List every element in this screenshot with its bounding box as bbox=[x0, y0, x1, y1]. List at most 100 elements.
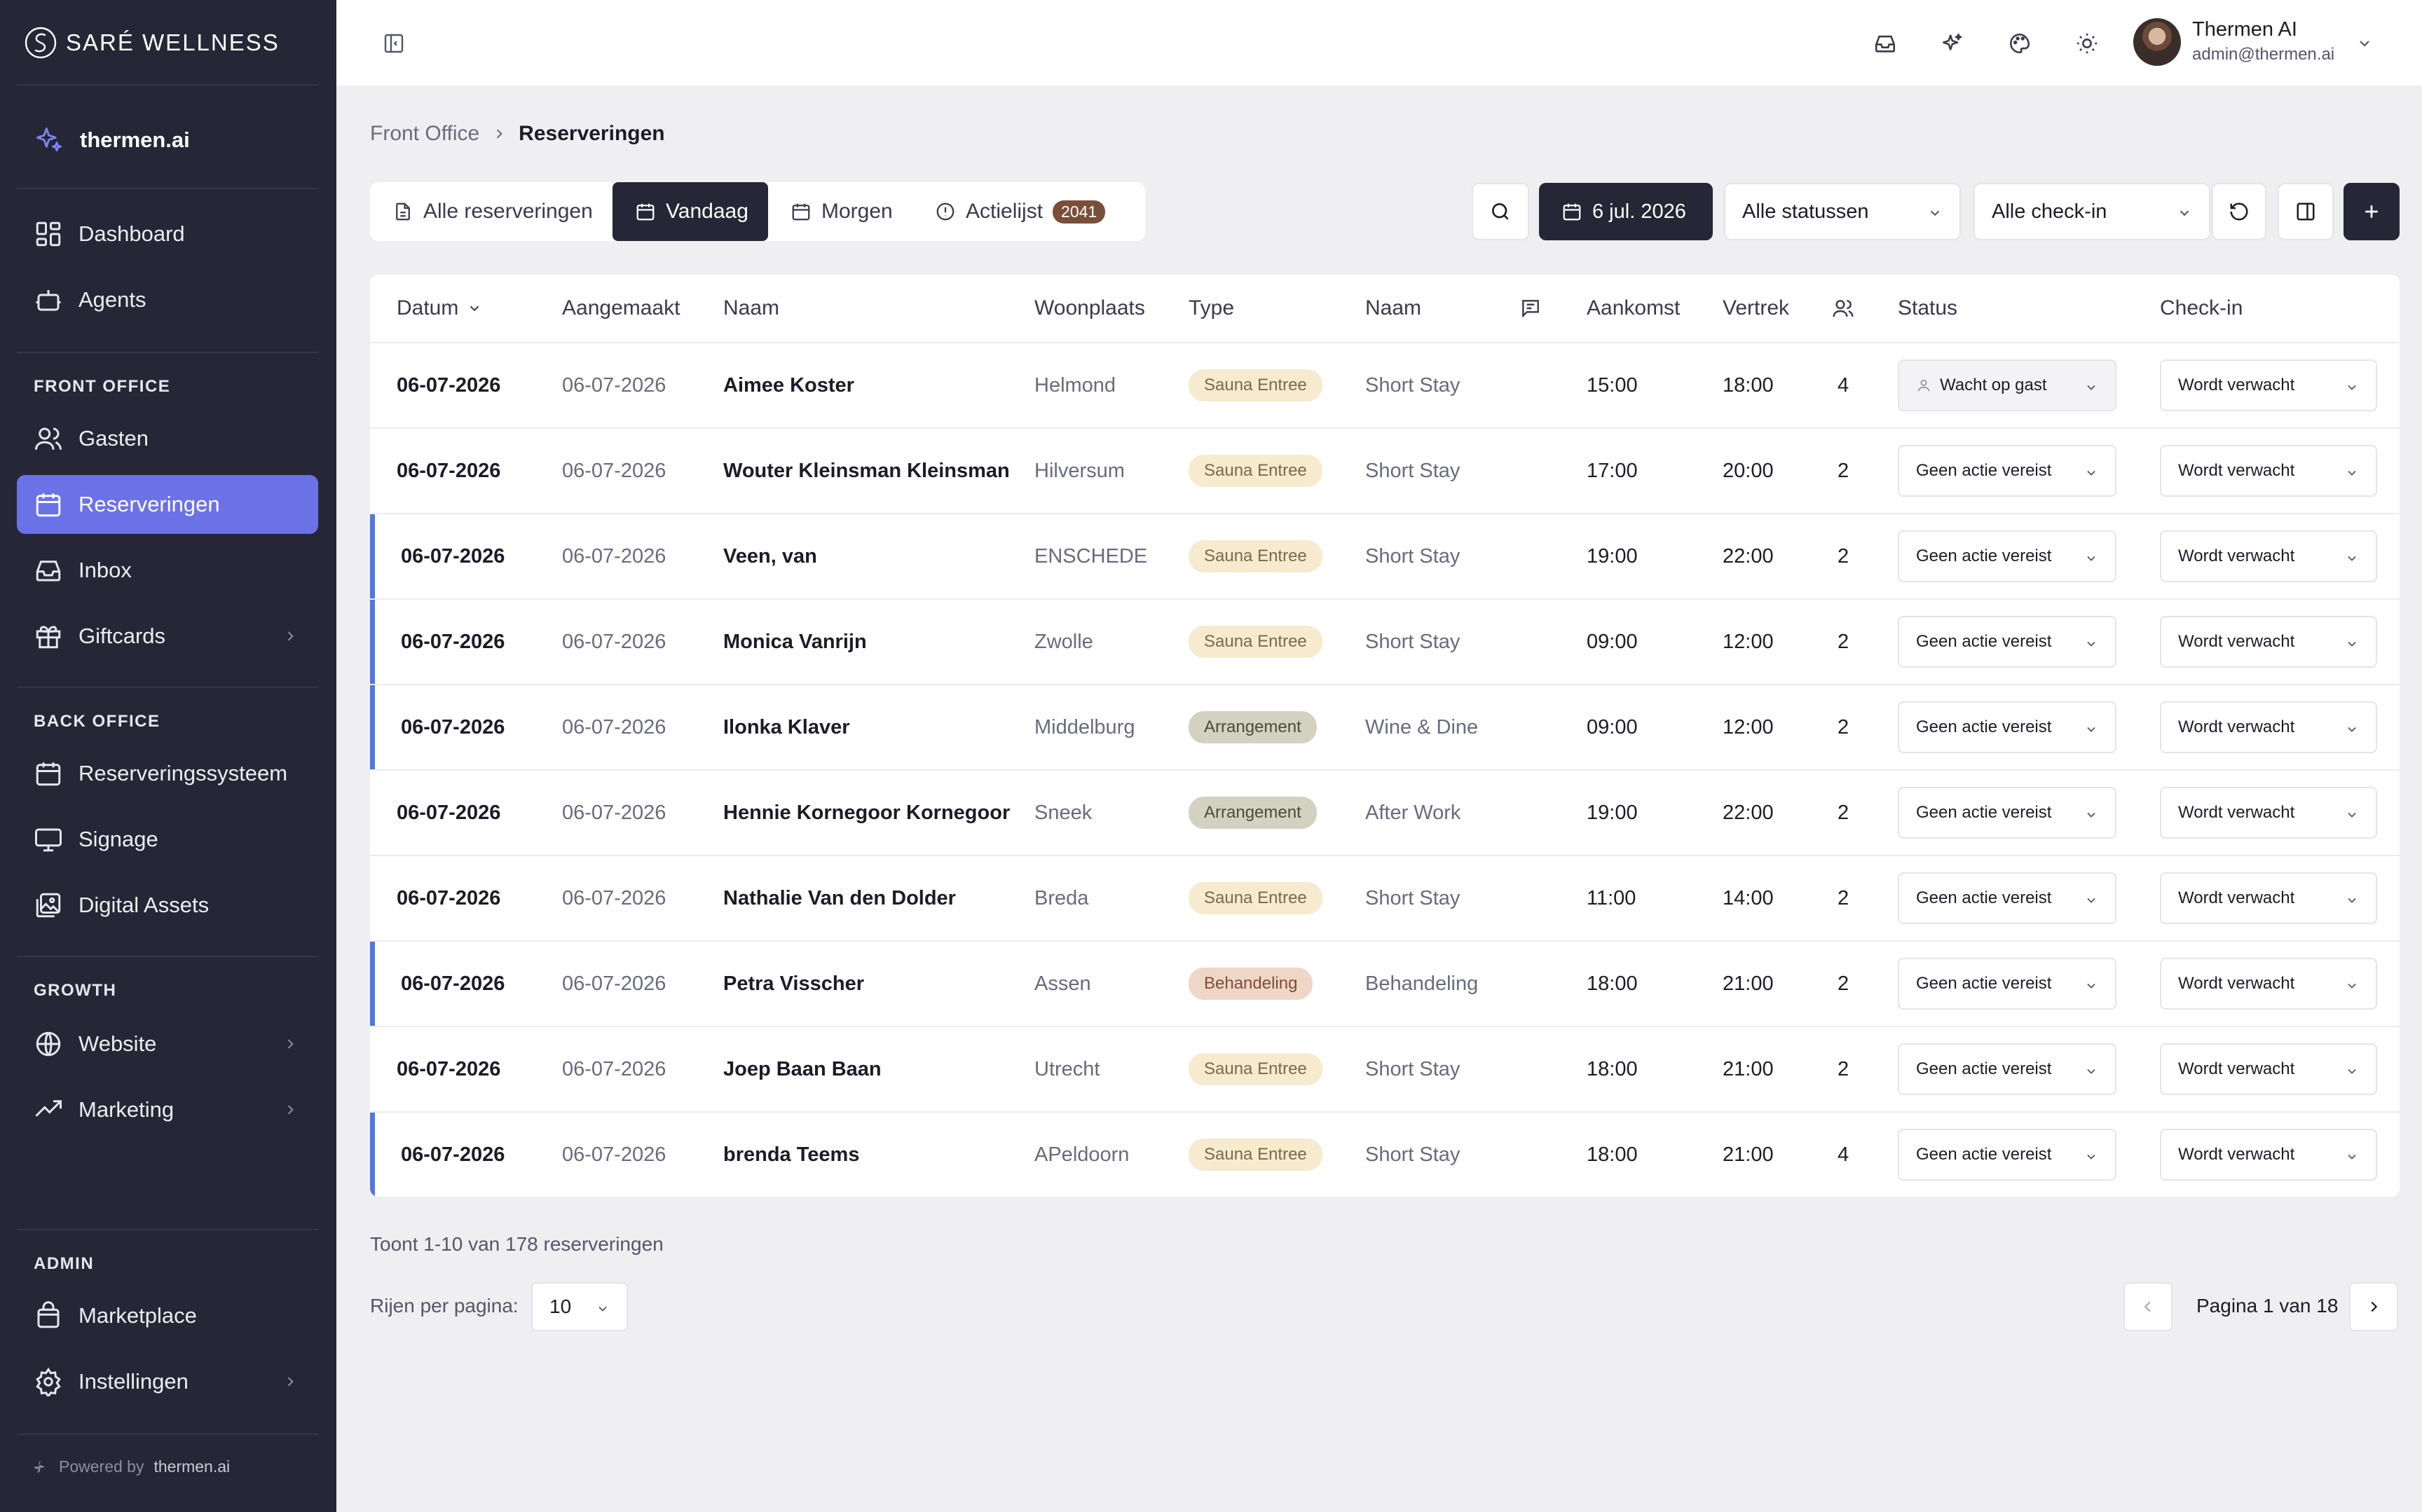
status-select[interactable]: Geen actie vereist bbox=[1898, 872, 2116, 924]
theme-palette-button[interactable] bbox=[2004, 28, 2035, 59]
status-value: Geen actie vereist bbox=[1916, 1059, 2052, 1078]
table-row[interactable]: 06-07-2026 06-07-2026 Monica Vanrijn Zwolle… bbox=[370, 598, 2400, 685]
table-row[interactable]: 06-07-2026 06-07-2026 Nathalie Van den Dol… bbox=[370, 855, 2400, 940]
sidebar-item-website[interactable]: Website bbox=[17, 1015, 318, 1073]
cell-naam[interactable]: Monica Vanrijn bbox=[723, 630, 867, 653]
tab-alle-reserveringen[interactable]: Alle reserveringen bbox=[370, 182, 613, 241]
cell-naam[interactable]: Joep Baan Baan bbox=[723, 1057, 882, 1080]
sidebar-item-reserveringen[interactable]: Reserveringen bbox=[17, 475, 318, 534]
column-header-label: Datum bbox=[397, 296, 459, 319]
table-row[interactable]: 06-07-2026 06-07-2026 Ilonka Klaver Middelb… bbox=[370, 684, 2400, 771]
table-row[interactable]: 06-07-2026 06-07-2026 Petra Visscher Assen B… bbox=[370, 940, 2400, 1027]
cell-naam[interactable]: brenda Teems bbox=[723, 1143, 860, 1166]
refresh-button[interactable] bbox=[2212, 183, 2266, 240]
sidebar-item-gasten[interactable]: Gasten bbox=[17, 409, 318, 468]
checkin-select[interactable]: Wordt verwacht bbox=[2160, 1129, 2377, 1181]
tab-vandaag[interactable]: Vandaag bbox=[613, 182, 768, 241]
cell-vertrek: 21:00 bbox=[1723, 1143, 1774, 1166]
column-header-checkin[interactable]: Check-in bbox=[2160, 296, 2243, 319]
column-header-vertrek[interactable]: Vertrek bbox=[1723, 296, 1790, 319]
table-row[interactable]: 06-07-2026 06-07-2026 Joep Baan Baan Utrech… bbox=[370, 1026, 2400, 1111]
toggle-sidebar-button[interactable] bbox=[378, 28, 409, 59]
table-row[interactable]: 06-07-2026 06-07-2026 Aimee Koster Helmond S… bbox=[370, 342, 2400, 427]
sidebar-item-instellingen[interactable]: Instellingen bbox=[17, 1352, 318, 1411]
next-page-button[interactable] bbox=[2349, 1282, 2398, 1331]
sidebar-item-marketing[interactable]: Marketing bbox=[17, 1080, 318, 1139]
column-header-arrangement-naam[interactable]: Naam bbox=[1365, 296, 1422, 319]
checkin-select[interactable]: Wordt verwacht bbox=[2160, 1043, 2377, 1095]
table-row[interactable]: 06-07-2026 06-07-2026 Veen, van ENSCHEDE Sau… bbox=[370, 513, 2400, 600]
checkin-select[interactable]: Wordt verwacht bbox=[2160, 872, 2377, 924]
divider bbox=[17, 687, 318, 688]
sidebar-item-signage[interactable]: Signage bbox=[17, 810, 318, 869]
brand-logo[interactable]: SARÉ WELLNESS bbox=[24, 25, 280, 60]
cell-naam[interactable]: Hennie Kornegoor Kornegoor bbox=[723, 801, 1011, 824]
status-select[interactable]: Geen actie vereist bbox=[1898, 1043, 2116, 1095]
status-select[interactable]: Geen actie vereist bbox=[1898, 1129, 2116, 1181]
checkin-select[interactable]: Wordt verwacht bbox=[2160, 958, 2377, 1010]
status-select[interactable]: Wacht op gast bbox=[1898, 359, 2116, 411]
avatar[interactable] bbox=[2133, 18, 2181, 66]
status-select[interactable]: Geen actie vereist bbox=[1898, 616, 2116, 668]
search-button[interactable] bbox=[1472, 183, 1529, 240]
cell-naam[interactable]: Ilonka Klaver bbox=[723, 715, 850, 738]
sidebar-item-agents[interactable]: Agents bbox=[17, 270, 318, 329]
chevron-right-icon bbox=[283, 1375, 297, 1389]
table-row[interactable]: 06-07-2026 06-07-2026 brenda Teems APeldoor… bbox=[370, 1111, 2400, 1197]
tab-morgen[interactable]: Morgen bbox=[768, 182, 912, 241]
cell-naam[interactable]: Wouter Kleinsman Kleinsman bbox=[723, 459, 1010, 482]
date-picker-button[interactable]: 6 jul. 2026 bbox=[1539, 183, 1713, 240]
add-reservation-button[interactable] bbox=[2344, 183, 2400, 240]
cell-naam[interactable]: Aimee Koster bbox=[723, 373, 854, 397]
column-header-status[interactable]: Status bbox=[1898, 296, 1958, 319]
checkin-select[interactable]: Wordt verwacht bbox=[2160, 445, 2377, 497]
user-menu-button[interactable] bbox=[2349, 28, 2380, 59]
column-header-notes[interactable] bbox=[1519, 275, 1542, 342]
status-value: Geen actie vereist bbox=[1916, 461, 2052, 480]
column-header-naam[interactable]: Naam bbox=[723, 296, 780, 319]
cell-woonplaats: Helmond bbox=[1034, 373, 1116, 397]
status-filter-select[interactable]: Alle statussen bbox=[1724, 183, 1961, 240]
checkin-select[interactable]: Wordt verwacht bbox=[2160, 359, 2377, 411]
toggle-panel-button[interactable] bbox=[2278, 183, 2334, 240]
column-header-aankomst[interactable]: Aankomst bbox=[1587, 296, 1681, 319]
tab-actielijst[interactable]: Actielijst 2041 bbox=[912, 182, 1145, 241]
cell-vertrek: 21:00 bbox=[1723, 972, 1774, 995]
sidebar-item-digital-assets[interactable]: Digital Assets bbox=[17, 876, 318, 935]
column-header-aangemaakt[interactable]: Aangemaakt bbox=[562, 296, 680, 319]
sidebar-item-giftcards[interactable]: Giftcards bbox=[17, 607, 318, 666]
cell-naam[interactable]: Petra Visscher bbox=[723, 972, 864, 995]
sidebar-item-dashboard[interactable]: Dashboard bbox=[17, 205, 318, 263]
rows-per-page-select[interactable]: 10 bbox=[531, 1282, 628, 1331]
cell-naam[interactable]: Nathalie Van den Dolder bbox=[723, 886, 956, 909]
breadcrumb-parent[interactable]: Front Office bbox=[370, 122, 480, 145]
checkin-select[interactable]: Wordt verwacht bbox=[2160, 616, 2377, 668]
checkin-select[interactable]: Wordt verwacht bbox=[2160, 701, 2377, 753]
table-row[interactable]: 06-07-2026 06-07-2026 Hennie Kornegoor Kor… bbox=[370, 769, 2400, 855]
sidebar-item-marketplace[interactable]: Marketplace bbox=[17, 1286, 318, 1345]
status-select[interactable]: Geen actie vereist bbox=[1898, 958, 2116, 1010]
light-mode-button[interactable] bbox=[2072, 28, 2102, 59]
status-select[interactable]: Geen actie vereist bbox=[1898, 530, 2116, 582]
ai-assistant-button[interactable] bbox=[1937, 28, 1968, 59]
column-header-type[interactable]: Type bbox=[1189, 296, 1235, 319]
status-select[interactable]: Geen actie vereist bbox=[1898, 701, 2116, 753]
cell-naam[interactable]: Veen, van bbox=[723, 544, 817, 568]
column-header-persons[interactable] bbox=[1832, 275, 1854, 342]
checkin-filter-select[interactable]: Alle check-in bbox=[1973, 183, 2210, 240]
table-row[interactable]: 06-07-2026 06-07-2026 Wouter Kleinsman Kle… bbox=[370, 427, 2400, 513]
checkin-select[interactable]: Wordt verwacht bbox=[2160, 530, 2377, 582]
previous-page-button[interactable] bbox=[2123, 1282, 2173, 1331]
column-header-datum[interactable]: Datum bbox=[397, 275, 482, 342]
chevron-down-icon bbox=[2345, 1064, 2359, 1078]
palette-icon bbox=[2008, 32, 2032, 55]
sidebar-item-reserveringssysteem[interactable]: Reserveringssysteem bbox=[17, 744, 318, 803]
sidebar-item-inbox[interactable]: Inbox bbox=[17, 541, 318, 600]
status-select[interactable]: Geen actie vereist bbox=[1898, 787, 2116, 839]
status-select[interactable]: Geen actie vereist bbox=[1898, 445, 2116, 497]
checkin-select[interactable]: Wordt verwacht bbox=[2160, 787, 2377, 839]
inbox-button[interactable] bbox=[1870, 28, 1901, 59]
powered-by[interactable]: Powered by thermen.ai bbox=[31, 1457, 230, 1476]
workspace-switcher[interactable]: thermen.ai bbox=[17, 111, 318, 170]
column-header-woonplaats[interactable]: Woonplaats bbox=[1034, 296, 1145, 319]
